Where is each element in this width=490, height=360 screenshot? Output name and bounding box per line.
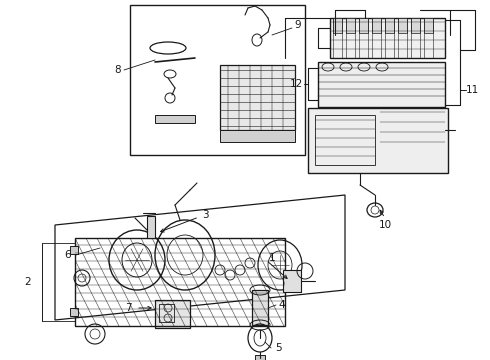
Text: 4: 4 xyxy=(279,300,285,310)
Bar xyxy=(330,18,445,58)
Text: 6: 6 xyxy=(65,250,72,260)
Bar xyxy=(315,115,375,165)
Bar xyxy=(308,108,448,173)
Bar xyxy=(75,238,285,326)
Text: 12: 12 xyxy=(290,79,303,89)
Text: 9: 9 xyxy=(294,20,301,30)
Bar xyxy=(398,18,407,33)
Bar xyxy=(283,270,301,292)
Text: 11: 11 xyxy=(466,85,479,95)
Bar xyxy=(424,18,433,33)
Text: 2: 2 xyxy=(24,277,31,287)
Bar xyxy=(359,18,368,33)
Bar xyxy=(346,18,355,33)
Bar xyxy=(220,65,295,130)
Bar xyxy=(70,246,78,254)
Text: 5: 5 xyxy=(275,343,281,353)
Bar xyxy=(159,304,174,322)
Bar xyxy=(252,290,268,325)
Bar xyxy=(155,115,195,123)
Bar xyxy=(333,18,342,33)
Bar xyxy=(155,300,190,328)
Bar xyxy=(411,18,420,33)
Bar xyxy=(130,5,305,155)
Text: 3: 3 xyxy=(202,210,208,220)
Bar xyxy=(385,18,394,33)
Text: 1: 1 xyxy=(269,253,275,263)
Bar xyxy=(372,18,381,33)
Bar xyxy=(318,62,445,107)
Text: 7: 7 xyxy=(124,303,131,313)
Text: 10: 10 xyxy=(378,220,392,230)
Bar xyxy=(255,355,265,360)
Bar xyxy=(220,130,295,142)
Bar xyxy=(147,216,155,238)
Text: 8: 8 xyxy=(115,65,122,75)
Bar xyxy=(70,308,78,316)
